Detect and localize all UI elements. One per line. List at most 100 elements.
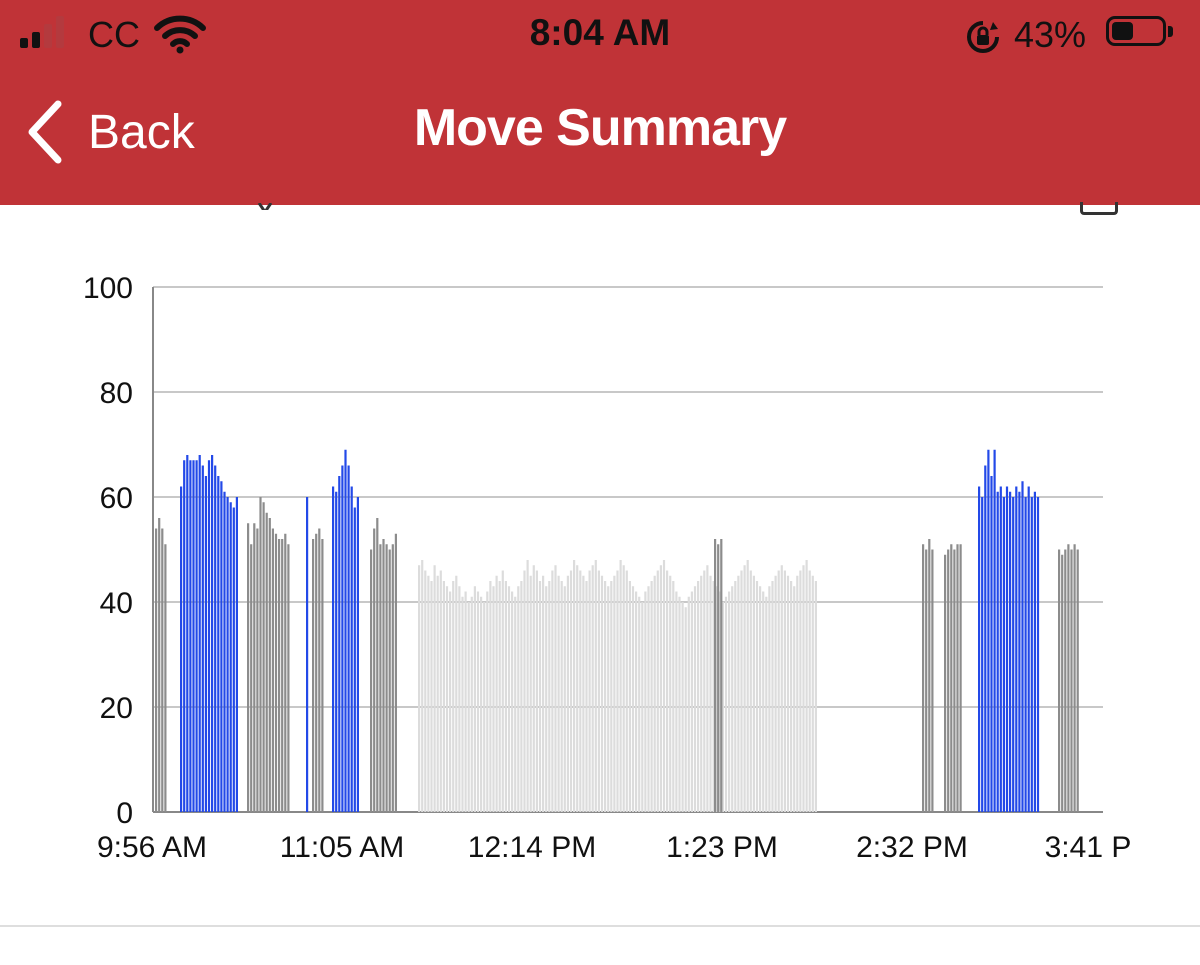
bar <box>192 460 195 812</box>
bar <box>783 570 786 812</box>
bar <box>353 507 356 812</box>
activity-chart: 0 20 40 60 80 100 9:56 AM 11:05 AM 12:14 PM 1:23 … <box>83 272 1132 864</box>
bar <box>734 581 737 812</box>
bar <box>1058 549 1061 812</box>
bar <box>786 575 790 812</box>
bar <box>229 502 232 812</box>
bar <box>207 460 211 812</box>
bar <box>265 512 268 812</box>
x-tick-label: 11:05 AM <box>280 831 405 864</box>
bar <box>622 565 625 812</box>
bar <box>1061 554 1064 812</box>
bar <box>489 581 492 812</box>
bar <box>1036 497 1040 812</box>
bar <box>697 581 700 812</box>
bar <box>391 544 394 812</box>
bar <box>947 549 950 812</box>
y-tick-label: 20 <box>100 692 133 725</box>
bar <box>461 596 464 812</box>
bar <box>703 570 706 812</box>
bar <box>189 460 192 812</box>
bar <box>433 565 436 812</box>
bar <box>394 533 397 812</box>
bar <box>749 570 752 812</box>
bar <box>436 575 439 812</box>
bar <box>981 497 984 812</box>
bar <box>715 586 718 812</box>
bar <box>338 476 341 812</box>
bar <box>183 460 186 812</box>
partial-share-icon[interactable] <box>1080 202 1118 215</box>
bar <box>709 575 712 812</box>
bar <box>350 486 353 812</box>
bar <box>226 497 229 812</box>
bar <box>678 596 681 812</box>
bar <box>1030 497 1033 812</box>
bar <box>718 591 721 812</box>
bar <box>1064 549 1067 812</box>
bar <box>442 581 445 812</box>
bar <box>271 528 274 812</box>
bar <box>563 586 566 812</box>
bar <box>274 533 278 812</box>
bar <box>569 570 573 812</box>
bar <box>743 565 746 812</box>
bar <box>737 575 740 812</box>
bar <box>458 586 461 812</box>
bar <box>616 570 619 812</box>
bar <box>588 570 591 812</box>
bar <box>922 544 925 812</box>
bar <box>600 575 604 812</box>
bar <box>501 570 504 812</box>
bar <box>996 491 999 812</box>
bar <box>232 507 235 812</box>
bar <box>483 602 486 812</box>
bar <box>1033 491 1036 812</box>
bar <box>1070 549 1073 812</box>
bar <box>714 539 717 812</box>
bar <box>535 570 538 812</box>
y-tick-label: 100 <box>83 272 133 305</box>
bar <box>542 575 545 812</box>
bar <box>662 560 666 812</box>
bar <box>455 575 458 812</box>
bar <box>684 607 687 812</box>
bar <box>253 523 256 812</box>
bar <box>808 570 811 812</box>
bar <box>993 449 996 812</box>
bar <box>235 497 238 812</box>
bar <box>467 602 470 812</box>
bar <box>498 581 501 812</box>
bar <box>1021 481 1024 812</box>
bar <box>335 491 338 812</box>
bar <box>573 560 576 812</box>
bar <box>557 575 560 812</box>
x-tick-label: 2:32 PM <box>856 831 968 864</box>
bar <box>956 544 959 812</box>
bar <box>1002 497 1005 812</box>
bar <box>793 586 796 812</box>
app-header: CC 8:04 AM 43% Back Move Summary <box>0 0 1200 205</box>
bar <box>504 581 507 812</box>
bar <box>217 476 220 812</box>
bar <box>700 575 703 812</box>
bar <box>666 570 669 812</box>
bar <box>811 575 814 812</box>
bar <box>312 539 315 812</box>
bar <box>631 586 635 812</box>
x-tick-label: 9:56 AM <box>97 831 207 864</box>
x-tick-label: 3:41 P <box>1045 831 1132 864</box>
back-button[interactable]: Back <box>24 100 195 164</box>
y-tick-label: 80 <box>100 377 133 410</box>
bar <box>211 455 214 812</box>
bar <box>507 586 511 812</box>
bar <box>439 570 442 812</box>
bar <box>523 570 526 812</box>
bar <box>675 591 678 812</box>
bar <box>195 460 198 812</box>
bar <box>771 581 774 812</box>
status-time: 8:04 AM <box>529 12 671 53</box>
bar <box>780 565 783 812</box>
page-title: Move Summary <box>413 99 787 157</box>
bar <box>155 528 158 812</box>
